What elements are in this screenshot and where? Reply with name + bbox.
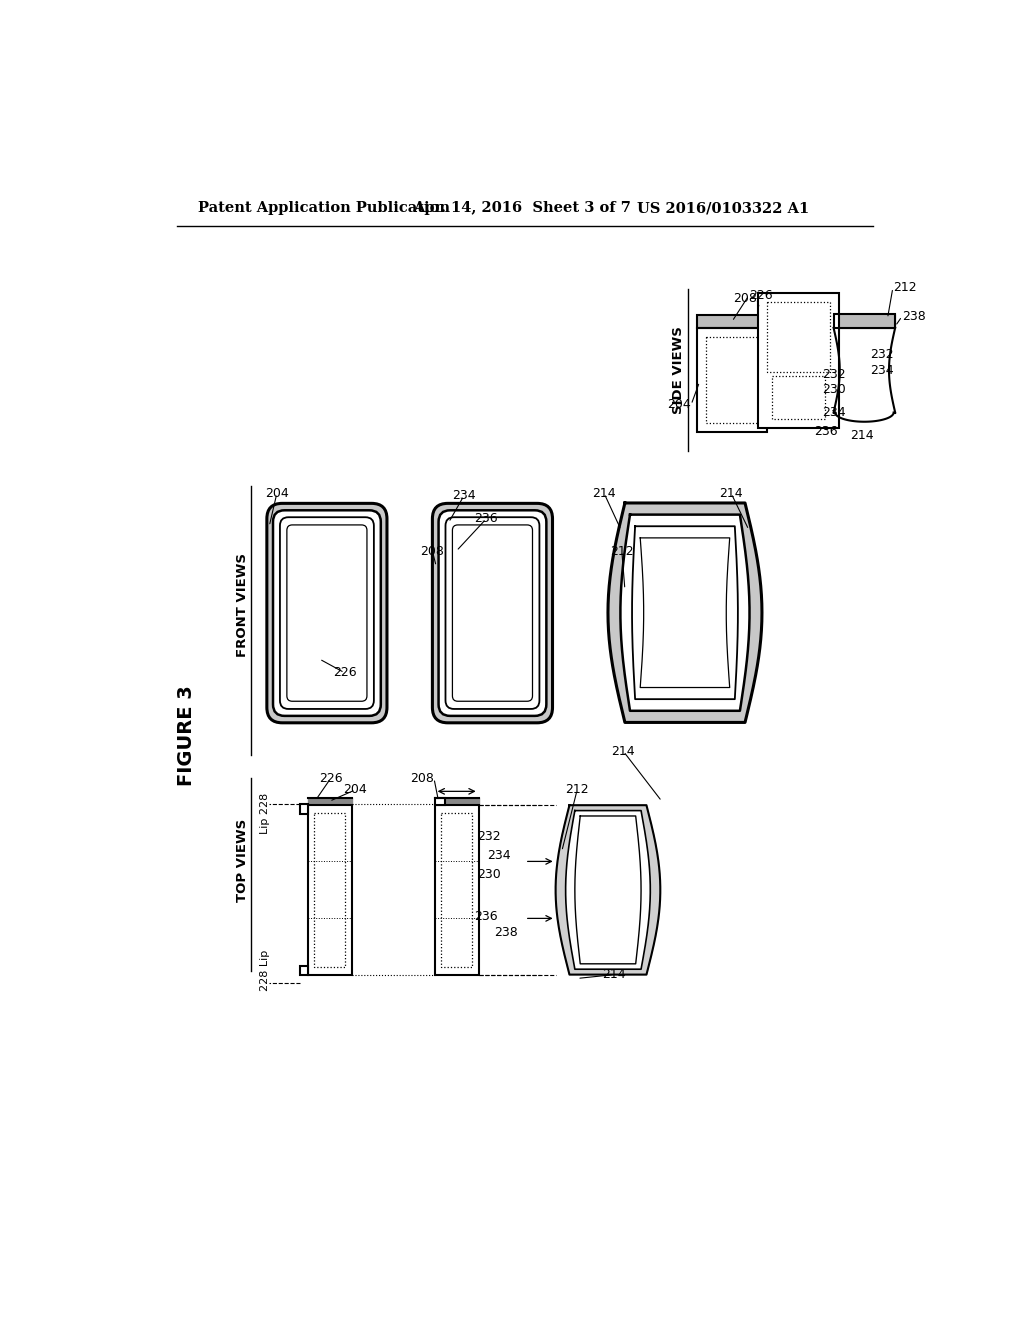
Bar (435, 805, 478, 974)
Text: 214: 214 (719, 487, 743, 500)
Text: 226: 226 (318, 772, 343, 785)
Bar (758, 293, 839, 428)
Bar (696, 327, 767, 432)
Text: 226: 226 (749, 289, 772, 302)
Text: 214: 214 (602, 968, 626, 981)
Polygon shape (556, 805, 660, 974)
Text: 236: 236 (474, 512, 498, 525)
FancyBboxPatch shape (453, 525, 532, 701)
Text: 214: 214 (592, 487, 615, 500)
Bar (696, 315, 767, 327)
Text: FIGURE 3: FIGURE 3 (176, 685, 196, 787)
Text: Apr. 14, 2016  Sheet 3 of 7: Apr. 14, 2016 Sheet 3 of 7 (413, 202, 631, 215)
Bar (435, 797, 445, 805)
Polygon shape (574, 816, 641, 964)
Polygon shape (621, 515, 750, 710)
Text: SIDE VIEWS: SIDE VIEWS (673, 326, 685, 414)
Text: 204: 204 (265, 487, 289, 500)
Text: 230: 230 (477, 869, 501, 880)
FancyBboxPatch shape (432, 503, 553, 723)
Text: 212: 212 (565, 783, 589, 796)
Bar (834, 314, 895, 327)
Text: 228 Lip: 228 Lip (259, 950, 269, 991)
Text: 212: 212 (610, 545, 634, 557)
Text: 208: 208 (421, 545, 444, 557)
Text: TOP VIEWS: TOP VIEWS (236, 818, 249, 903)
Polygon shape (307, 797, 351, 805)
Text: 214: 214 (850, 429, 873, 442)
FancyBboxPatch shape (287, 525, 367, 701)
FancyBboxPatch shape (267, 503, 387, 723)
Text: 232: 232 (477, 829, 501, 842)
Text: 226: 226 (333, 667, 356, 680)
Bar (706, 337, 758, 422)
Text: 234: 234 (486, 849, 510, 862)
Polygon shape (435, 797, 478, 805)
Text: 204: 204 (668, 399, 691, 412)
Text: 208: 208 (733, 292, 757, 305)
Polygon shape (608, 503, 762, 722)
Text: US 2016/0103322 A1: US 2016/0103322 A1 (637, 202, 809, 215)
FancyBboxPatch shape (280, 517, 374, 709)
Text: 234: 234 (869, 363, 893, 376)
Polygon shape (565, 810, 650, 969)
Text: 238: 238 (495, 925, 518, 939)
Text: 208: 208 (410, 772, 434, 785)
Text: 212: 212 (893, 281, 916, 294)
Text: 232: 232 (822, 367, 846, 380)
Bar (772, 376, 825, 418)
Bar (441, 813, 472, 966)
Polygon shape (640, 537, 730, 688)
Text: 232: 232 (869, 348, 893, 362)
Text: FRONT VIEWS: FRONT VIEWS (236, 553, 249, 657)
FancyBboxPatch shape (273, 511, 381, 715)
Bar (300, 966, 307, 975)
Text: 236: 236 (814, 425, 838, 438)
Text: 230: 230 (488, 610, 512, 623)
Text: 238: 238 (673, 630, 697, 643)
Text: Lip 228: Lip 228 (259, 792, 269, 833)
Text: 204: 204 (343, 783, 368, 796)
Polygon shape (632, 527, 738, 700)
FancyBboxPatch shape (438, 511, 547, 715)
Bar (307, 805, 351, 974)
FancyBboxPatch shape (445, 517, 540, 709)
Bar (767, 302, 829, 372)
Polygon shape (696, 315, 767, 327)
Bar (300, 804, 307, 813)
Text: 238: 238 (902, 310, 926, 323)
Bar (313, 813, 345, 966)
Text: Patent Application Publication: Patent Application Publication (199, 202, 451, 215)
Text: 234: 234 (822, 407, 846, 418)
Text: 236: 236 (474, 911, 498, 924)
Text: 230: 230 (822, 383, 846, 396)
Polygon shape (834, 314, 895, 327)
Text: 214: 214 (611, 744, 635, 758)
Text: 234: 234 (453, 490, 476, 502)
